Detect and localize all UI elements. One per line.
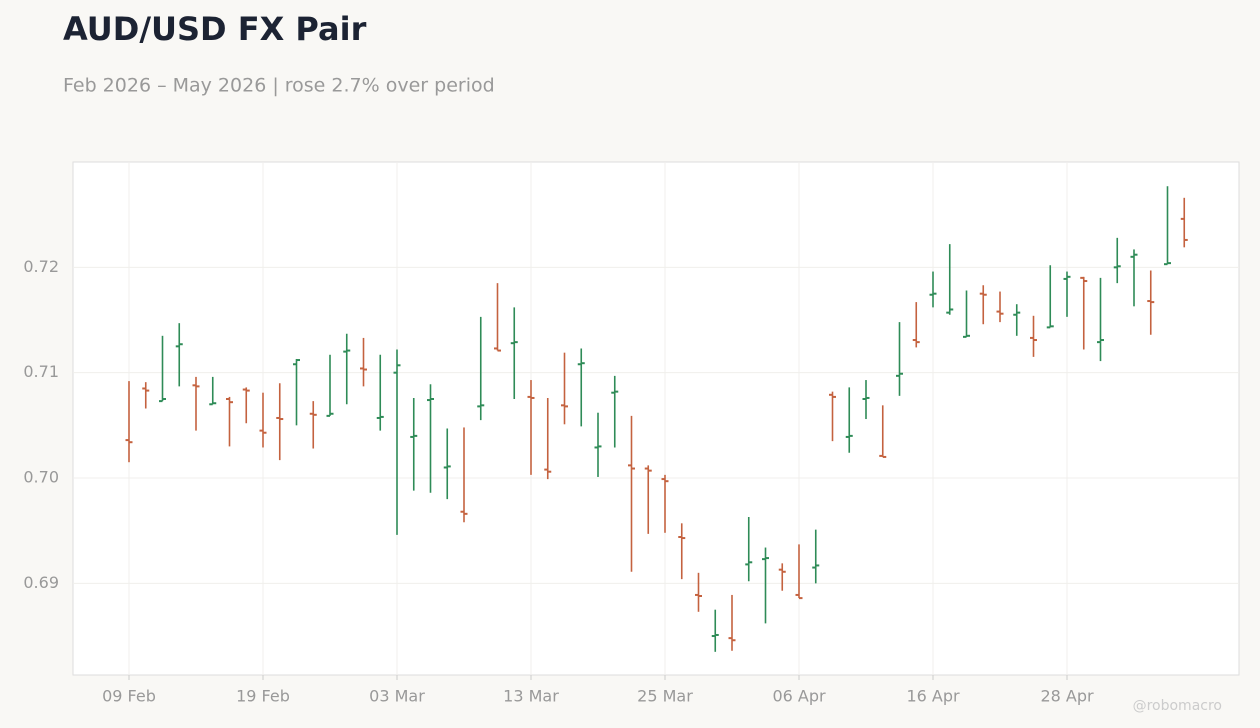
- y-tick-label: 0.70: [23, 468, 59, 487]
- x-tick-label: 25 Mar: [637, 687, 693, 706]
- x-tick-label: 28 Apr: [1040, 687, 1094, 706]
- x-tick-label: 19 Feb: [236, 687, 290, 706]
- y-tick-label: 0.71: [23, 362, 59, 381]
- watermark: @robomacro: [1133, 698, 1222, 714]
- chart-title: AUD/USD FX Pair: [63, 10, 367, 48]
- x-tick-label: 09 Feb: [102, 687, 156, 706]
- plot-area: [72, 161, 1240, 676]
- y-tick-label: 0.69: [23, 573, 59, 592]
- x-tick-label: 03 Mar: [369, 687, 425, 706]
- x-tick-label: 16 Apr: [906, 687, 960, 706]
- chart-subtitle: Feb 2026 – May 2026 | rose 2.7% over per…: [63, 75, 495, 97]
- x-tick-label: 06 Apr: [772, 687, 826, 706]
- x-tick-label: 13 Mar: [503, 687, 559, 706]
- y-tick-label: 0.72: [23, 257, 59, 276]
